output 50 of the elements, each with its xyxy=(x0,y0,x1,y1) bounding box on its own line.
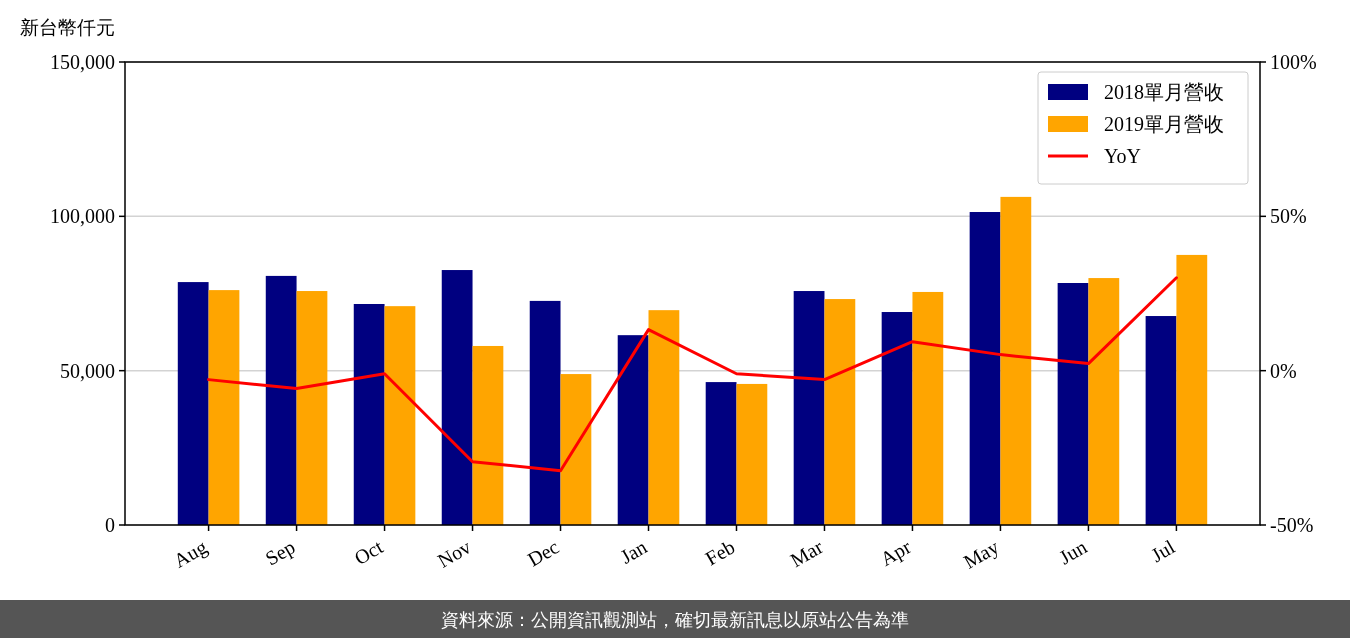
bar xyxy=(912,291,944,525)
x-tick-label: Jun xyxy=(1055,535,1091,569)
bar xyxy=(384,306,416,525)
y-axis-title: 新台幣仟元 xyxy=(20,17,115,38)
bar xyxy=(648,310,680,525)
y-tick-label: 100,000 xyxy=(50,205,115,228)
bar xyxy=(1176,254,1208,525)
source-note: 資料來源：公開資訊觀測站，確切最新訊息以原站公告為準 xyxy=(441,609,909,630)
x-tick-label: Dec xyxy=(523,535,563,571)
legend-label: 2019單月營收 xyxy=(1104,113,1224,135)
x-tick-label: Jan xyxy=(616,535,651,568)
bar xyxy=(296,291,328,525)
bar xyxy=(1000,196,1032,525)
bar xyxy=(736,383,768,525)
bar xyxy=(705,382,737,525)
x-tick-label: Sep xyxy=(261,535,300,571)
bar xyxy=(824,299,856,525)
x-tick-label: Aug xyxy=(169,535,212,573)
x-tick-label: Jul xyxy=(1147,535,1179,567)
bar xyxy=(1088,278,1120,525)
bar xyxy=(177,282,209,525)
legend-label: YoY xyxy=(1104,145,1141,167)
x-tick-label: Feb xyxy=(701,535,739,570)
bar xyxy=(1057,283,1089,525)
bar xyxy=(441,270,473,525)
bar xyxy=(529,300,561,525)
y2-tick-label: -50% xyxy=(1270,514,1314,536)
bar xyxy=(793,291,825,525)
y-tick-label: 0 xyxy=(105,514,115,536)
x-tick-label: Oct xyxy=(350,535,387,569)
bar xyxy=(265,275,297,525)
y2-tick-label: 0% xyxy=(1270,359,1297,382)
y2-tick-label: 100% xyxy=(1270,51,1317,73)
line-series xyxy=(207,276,1178,473)
y-tick-label: 50,000 xyxy=(60,359,115,382)
legend-label: 2018單月營收 xyxy=(1104,81,1224,103)
y-tick-label: 150,000 xyxy=(50,51,115,73)
bar xyxy=(617,335,649,525)
y2-tick-label: 50% xyxy=(1270,205,1307,228)
x-tick-label: May xyxy=(959,535,1003,574)
x-tick-label: Nov xyxy=(433,535,475,572)
bar xyxy=(353,304,385,525)
bar xyxy=(472,345,504,525)
x-tick-label: Apr xyxy=(876,535,916,571)
bar xyxy=(208,290,240,525)
bar xyxy=(969,212,1001,525)
bar xyxy=(1145,316,1177,525)
bar xyxy=(560,374,592,525)
bar xyxy=(881,312,913,525)
x-tick-label: Mar xyxy=(786,535,827,572)
